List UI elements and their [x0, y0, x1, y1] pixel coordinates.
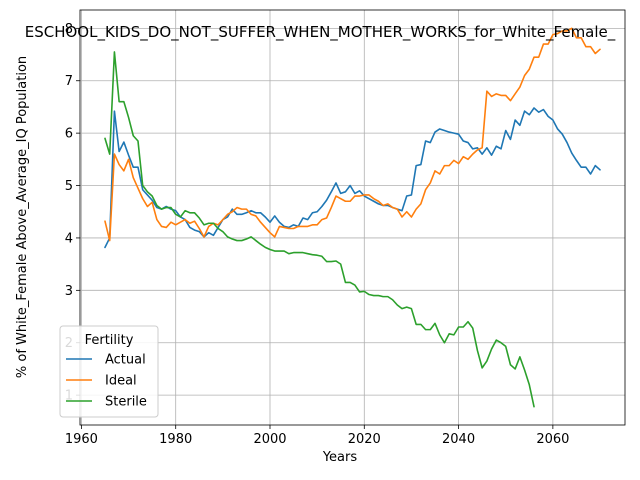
legend-title: Fertility	[85, 333, 134, 348]
x-axis-ticks: 1960 1980 2000 2020 2040 2060	[65, 425, 569, 447]
x-tick-label: 2000	[253, 432, 286, 447]
plot-frame	[79, 9, 626, 426]
legend-box	[59, 325, 159, 418]
series-line-actual	[104, 107, 601, 249]
legend: Fertility Actual Ideal Sterile	[59, 325, 159, 418]
legend-entries: Actual Ideal Sterile	[66, 353, 147, 410]
y-axis-label: % of White_Female Above_Average_IQ Popul…	[15, 56, 30, 378]
legend-label-actual: Actual	[105, 353, 146, 368]
grid-lines	[80, 10, 625, 425]
y-tick-label: 4	[65, 231, 73, 246]
y-tick-label: 5	[65, 179, 73, 194]
series-line-ideal	[104, 27, 601, 242]
y-tick-label: 3	[65, 284, 73, 299]
chart-title: ESCHOOL_KIDS_DO_NOT_SUFFER_WHEN_MOTHER_W…	[25, 23, 616, 42]
x-tick-label: 2060	[536, 432, 569, 447]
y-tick-label: 6	[65, 127, 73, 142]
x-tick-label: 2040	[442, 432, 475, 447]
series-line-sterile	[104, 51, 535, 408]
y-tick-label: 7	[65, 74, 73, 89]
x-tick-label: 1980	[159, 432, 192, 447]
x-tick-label: 1960	[65, 432, 98, 447]
legend-label-sterile: Sterile	[105, 395, 147, 410]
series-lines	[104, 27, 601, 408]
y-tick-label: 8	[65, 22, 73, 37]
legend-label-ideal: Ideal	[105, 374, 137, 389]
x-axis-label: Years	[322, 450, 358, 465]
x-tick-label: 2020	[348, 432, 381, 447]
